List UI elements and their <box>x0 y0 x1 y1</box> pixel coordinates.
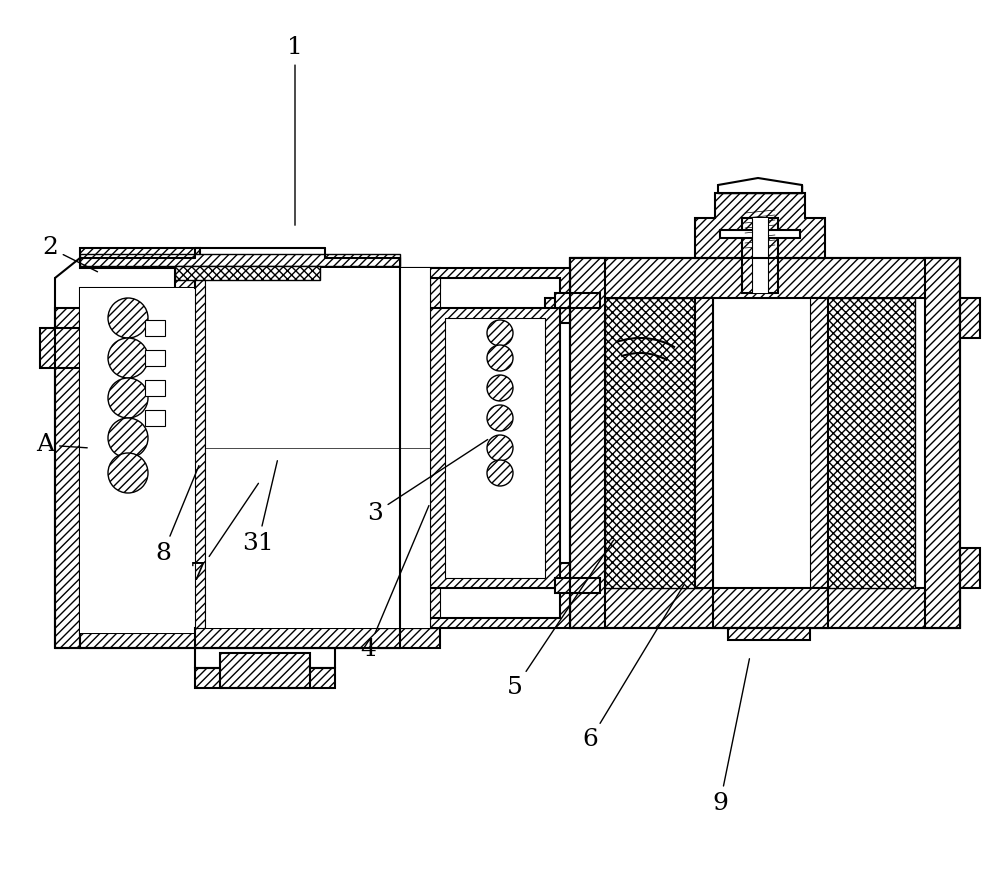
Polygon shape <box>545 298 570 323</box>
Polygon shape <box>145 350 165 366</box>
Polygon shape <box>80 288 175 633</box>
Polygon shape <box>175 258 325 288</box>
Text: 1: 1 <box>287 36 303 226</box>
Text: 2: 2 <box>42 236 98 272</box>
Polygon shape <box>40 328 80 368</box>
Text: 5: 5 <box>507 540 613 700</box>
Bar <box>713 298 810 588</box>
Polygon shape <box>80 248 200 268</box>
Bar <box>445 318 545 578</box>
Polygon shape <box>55 308 80 648</box>
Polygon shape <box>695 193 825 258</box>
Bar <box>720 230 800 238</box>
Text: 8: 8 <box>155 465 199 565</box>
Bar <box>810 298 828 588</box>
Polygon shape <box>820 298 915 588</box>
Circle shape <box>108 378 148 418</box>
Circle shape <box>487 345 513 371</box>
Polygon shape <box>380 268 570 308</box>
Polygon shape <box>145 380 165 396</box>
Bar <box>80 254 400 266</box>
Polygon shape <box>145 410 165 426</box>
Circle shape <box>108 298 148 338</box>
Polygon shape <box>713 588 828 628</box>
Polygon shape <box>380 588 570 628</box>
Bar <box>80 288 320 633</box>
Polygon shape <box>195 628 440 648</box>
Polygon shape <box>728 628 810 640</box>
Bar <box>742 218 778 293</box>
Polygon shape <box>555 578 600 593</box>
Polygon shape <box>570 258 605 628</box>
Polygon shape <box>718 178 802 193</box>
Text: 4: 4 <box>360 505 429 662</box>
Bar <box>752 218 768 293</box>
Text: 3: 3 <box>367 440 488 525</box>
Bar <box>195 268 205 628</box>
Bar <box>205 268 430 628</box>
Text: 7: 7 <box>190 483 258 584</box>
Circle shape <box>108 338 148 378</box>
Circle shape <box>108 453 148 493</box>
Text: 9: 9 <box>712 659 749 814</box>
Polygon shape <box>570 258 960 298</box>
Polygon shape <box>195 268 440 288</box>
Text: 31: 31 <box>242 461 277 554</box>
Circle shape <box>487 375 513 401</box>
Polygon shape <box>570 588 960 628</box>
Polygon shape <box>195 653 335 688</box>
Circle shape <box>487 460 513 486</box>
Polygon shape <box>80 633 400 648</box>
Text: A: A <box>36 433 87 456</box>
Polygon shape <box>960 548 980 588</box>
Circle shape <box>108 418 148 458</box>
Text: 6: 6 <box>582 585 684 751</box>
Polygon shape <box>430 308 560 588</box>
Polygon shape <box>145 320 165 336</box>
Polygon shape <box>555 293 600 308</box>
Bar <box>430 268 440 628</box>
Bar <box>718 185 802 193</box>
Polygon shape <box>925 258 960 628</box>
Circle shape <box>487 320 513 346</box>
Bar <box>695 298 713 588</box>
Bar <box>175 266 320 280</box>
Polygon shape <box>545 563 570 588</box>
Circle shape <box>487 405 513 431</box>
Circle shape <box>487 435 513 461</box>
Polygon shape <box>960 298 980 338</box>
Polygon shape <box>320 258 400 633</box>
Polygon shape <box>605 298 700 588</box>
